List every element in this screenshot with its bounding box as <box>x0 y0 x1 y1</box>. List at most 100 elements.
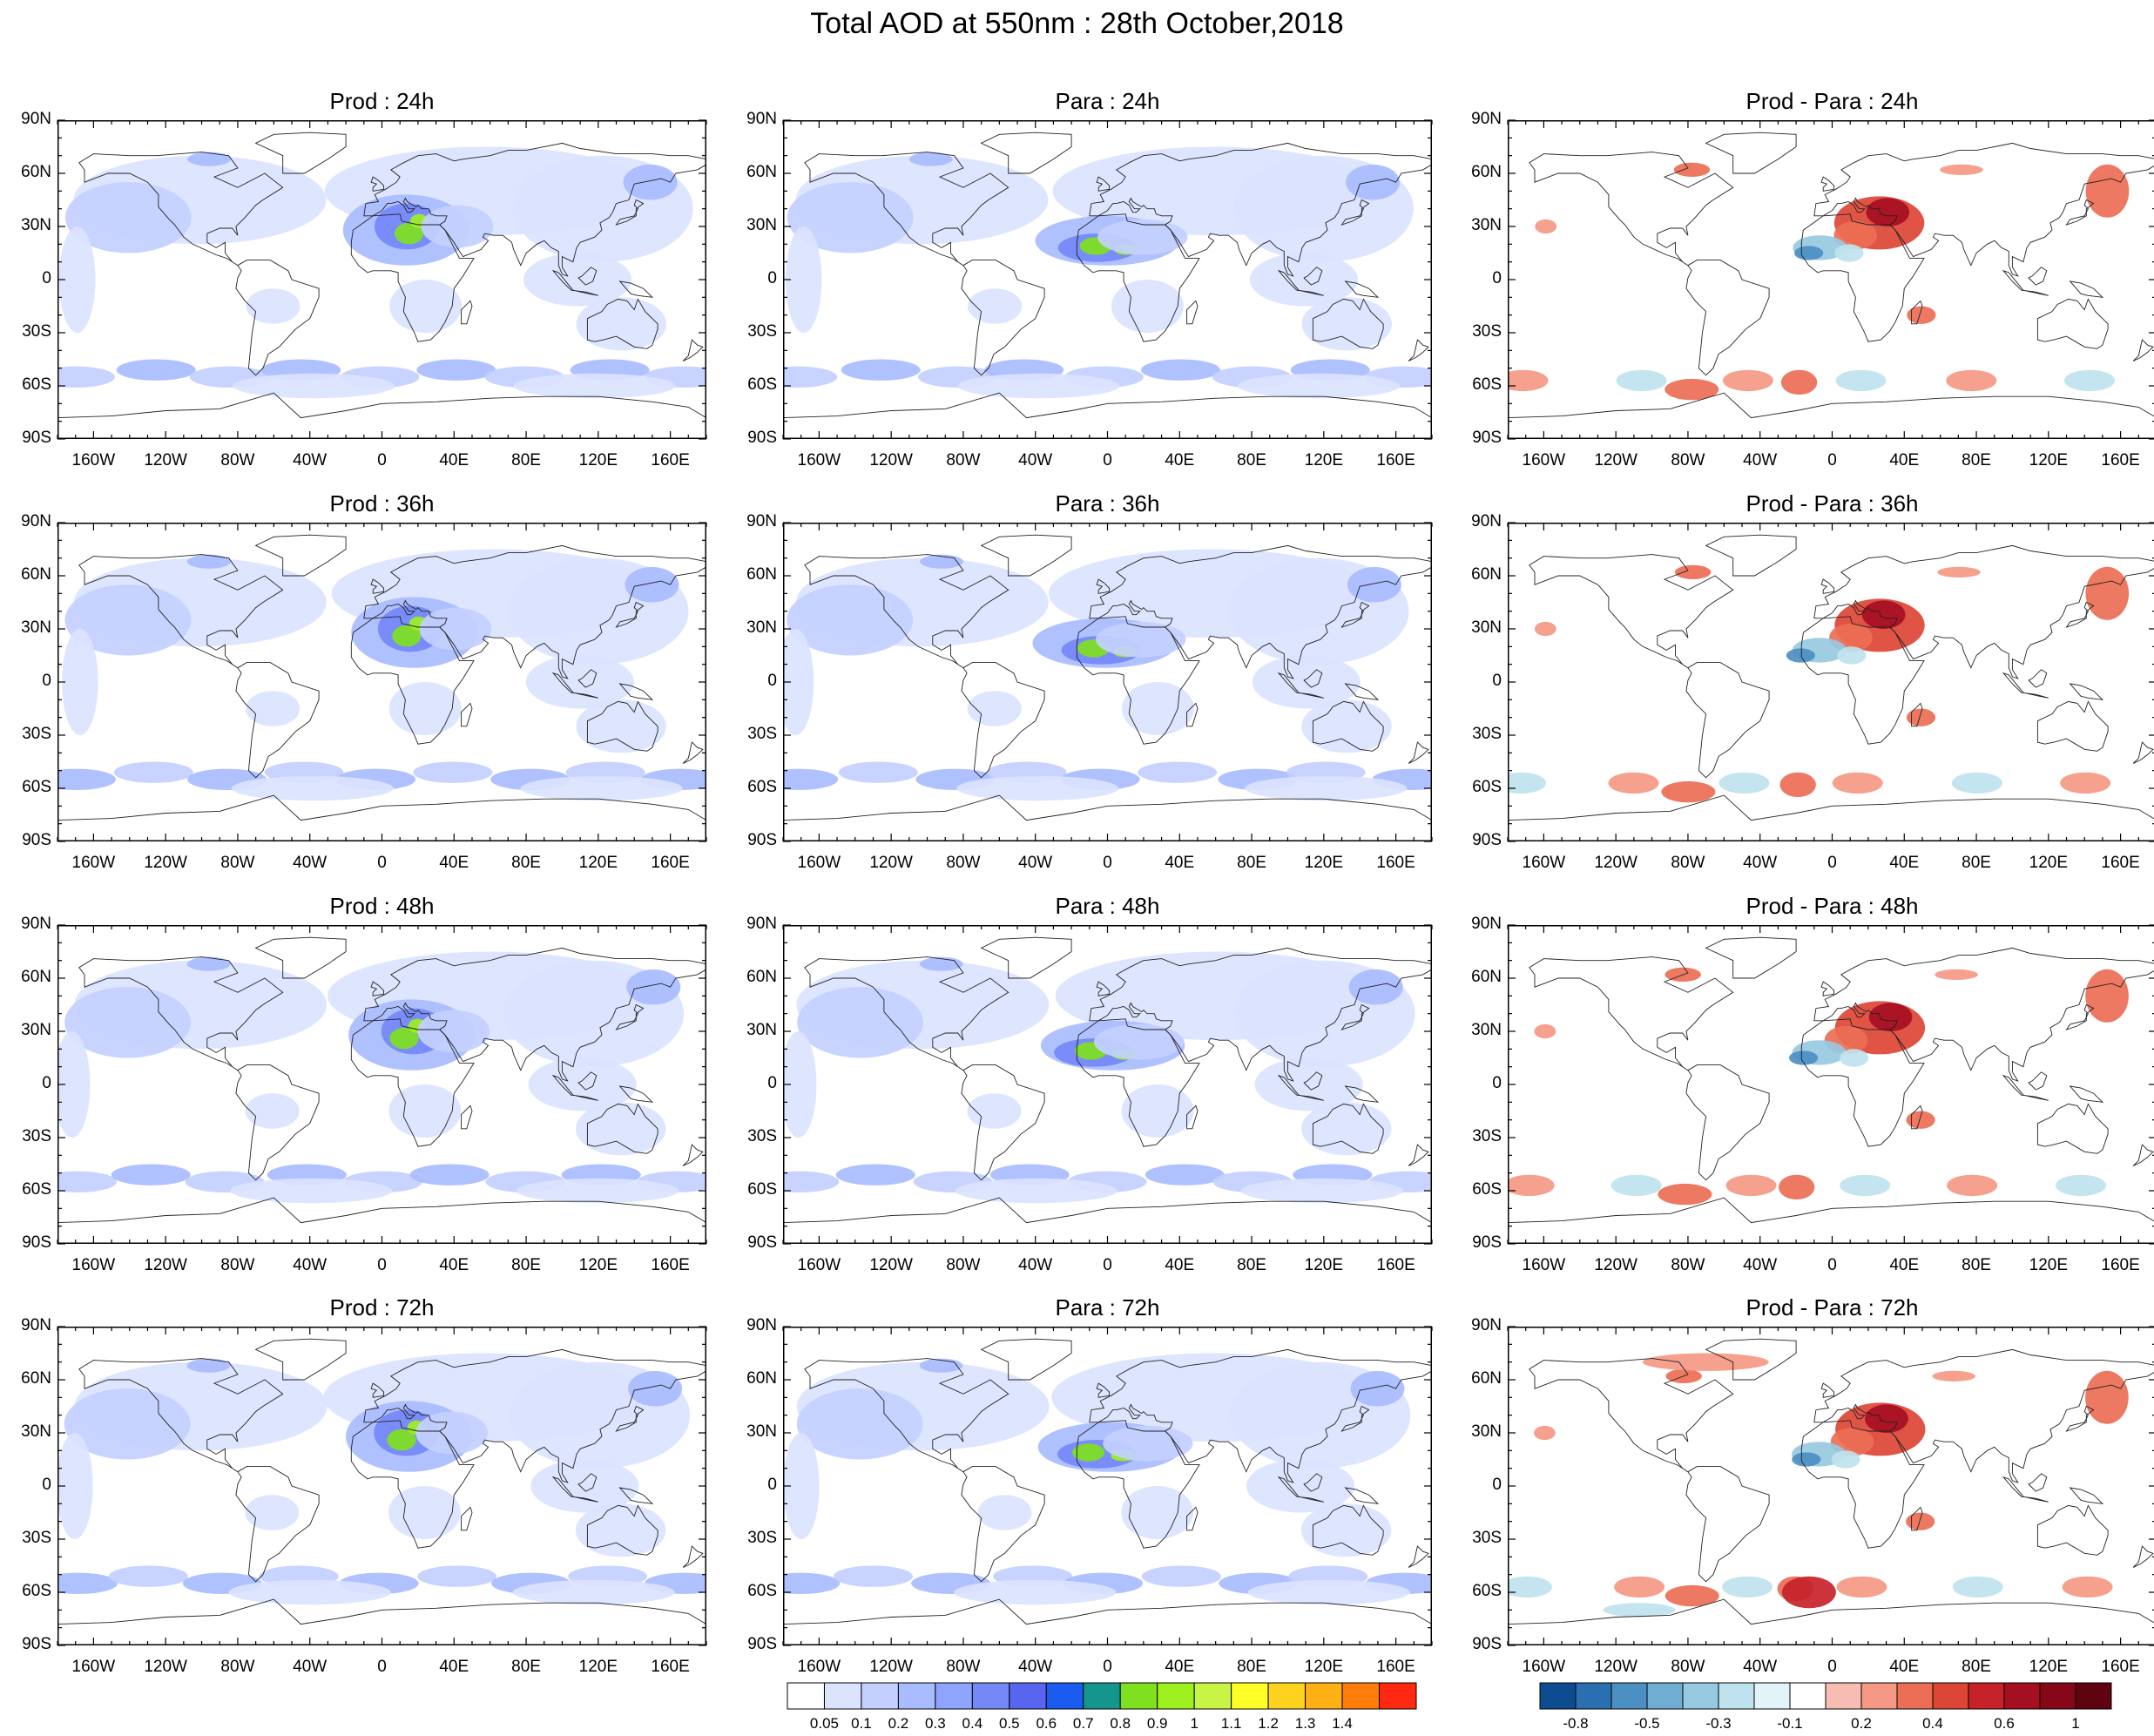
latitude-label: 60N <box>1471 565 1502 584</box>
coastline-japan <box>615 199 645 226</box>
aod-colorbar-label: 0.2 <box>888 1715 909 1732</box>
colorbar-box <box>2039 1682 2076 1710</box>
difference-colorbar <box>1539 1682 2112 1710</box>
colorbar-box <box>935 1682 973 1710</box>
coastline-antarctica <box>57 794 706 821</box>
coastline-samerica <box>1685 260 1770 376</box>
latitude-label: 90S <box>1472 429 1502 447</box>
latitude-label: 90S <box>22 831 51 849</box>
colorbar-box <box>823 1682 862 1710</box>
field-patch <box>1121 1486 1193 1539</box>
field-patch <box>1780 369 1818 395</box>
field-patch <box>1254 1057 1363 1111</box>
field-patch <box>1865 1404 1908 1433</box>
longitude-label: 40E <box>1889 854 1920 872</box>
aod-colorbar-label: 0.9 <box>1146 1715 1168 1732</box>
longitude-label: 160E <box>651 854 690 872</box>
latitude-label: 90N <box>21 512 51 530</box>
longitude-label: 120W <box>1594 854 1637 872</box>
coastline-borneo <box>577 669 598 688</box>
latitude-label: 30N <box>1471 216 1502 234</box>
difference-map-panel <box>1507 924 2154 1245</box>
coastline-greenland <box>980 1338 1072 1381</box>
difference-map-panel <box>1507 119 2154 440</box>
coastline-antarctica <box>783 1598 1432 1625</box>
field-patch <box>1907 306 1936 324</box>
latitude-label: 90N <box>746 512 777 530</box>
field-patch <box>1722 1576 1772 1598</box>
coastline-africa <box>1800 616 1925 745</box>
longitude-label: 0 <box>377 1256 387 1274</box>
field-patch <box>1833 220 1877 250</box>
coastline-indonesia <box>2002 1074 2049 1101</box>
panel-title: Prod : 36h <box>329 490 435 517</box>
coastline-newguinea <box>618 1487 654 1504</box>
latitude-label: 30N <box>21 1021 51 1039</box>
aod-map-panel <box>57 924 707 1245</box>
field-patch <box>64 182 192 253</box>
coastline-indonesia <box>2002 269 2049 296</box>
field-patch <box>116 359 196 381</box>
field-patch <box>1610 1174 1662 1197</box>
latitude-label: 30S <box>747 1127 777 1145</box>
coastline-australia <box>1312 1103 1384 1154</box>
field-patch <box>1249 253 1359 307</box>
field-patch <box>1906 1111 1935 1129</box>
field-patch <box>1946 369 1997 392</box>
difference-colorbar-label: 0.6 <box>1994 1715 2015 1732</box>
coastline-britain <box>1820 981 1835 996</box>
field-patch <box>409 1164 490 1185</box>
colorbar-box <box>1682 1682 1719 1710</box>
panel-title: Para : 48h <box>1055 893 1160 919</box>
longitude-label: 80E <box>1962 451 1991 469</box>
field-patch <box>513 373 676 399</box>
field-patch <box>1246 1459 1355 1513</box>
latitude-label: 90S <box>747 1233 777 1252</box>
longitude-label: 0 <box>1827 854 1837 872</box>
longitude-label: 120E <box>1304 1256 1344 1274</box>
aod-map-panel <box>782 1326 1433 1646</box>
coastline-africa <box>350 1018 475 1147</box>
coastline-newguinea <box>1344 280 1380 298</box>
latitude-label: 60S <box>747 778 777 796</box>
field-patch <box>2085 566 2130 620</box>
field-patch <box>530 1459 639 1513</box>
coastline-nz <box>2132 339 2154 361</box>
longitude-label: 80W <box>220 854 255 872</box>
coastline-borneo <box>1303 267 1323 286</box>
field-patch <box>64 584 192 656</box>
aod-colorbar-label: 0.6 <box>1036 1715 1057 1732</box>
coastline-borneo <box>1303 1071 1323 1091</box>
aod-colorbar-label: 0.8 <box>1110 1715 1131 1732</box>
aod-map-panel <box>782 119 1433 440</box>
field-patch <box>1840 1049 1869 1067</box>
longitude-label: 160E <box>1376 854 1415 872</box>
field-patch <box>1301 297 1392 351</box>
aod-colorbar-label: 1.3 <box>1294 1715 1316 1732</box>
coastline-borneo <box>1303 669 1323 688</box>
longitude-label: 160E <box>1376 1658 1415 1676</box>
field-patch <box>64 987 191 1058</box>
field-patch <box>1792 1452 1821 1467</box>
coastline-namerica <box>78 152 284 267</box>
aod-colorbar-label: 1 <box>1190 1715 1199 1732</box>
longitude-label: 40W <box>1743 854 1778 872</box>
longitude-label: 120W <box>869 1658 913 1676</box>
field-patch <box>1834 244 1864 262</box>
field-patch <box>838 761 918 783</box>
coastline-nz <box>1408 1545 1429 1568</box>
longitude-label: 160W <box>71 451 116 469</box>
latitude-label: 60S <box>22 778 51 796</box>
longitude-label: 40E <box>439 1256 469 1274</box>
field-patch <box>2056 1174 2107 1197</box>
longitude-label: 160W <box>797 854 841 872</box>
longitude-label: 40E <box>1165 1658 1195 1676</box>
coastline-britain <box>370 578 385 594</box>
longitude-label: 120E <box>2029 1256 2069 1274</box>
longitude-label: 80W <box>946 451 981 469</box>
latitude-label: 60N <box>746 1369 777 1388</box>
longitude-label: 80E <box>511 854 541 872</box>
latitude-label: 90N <box>1471 110 1502 128</box>
coastline-greenland <box>980 132 1072 174</box>
field-patch <box>1836 1576 1887 1598</box>
